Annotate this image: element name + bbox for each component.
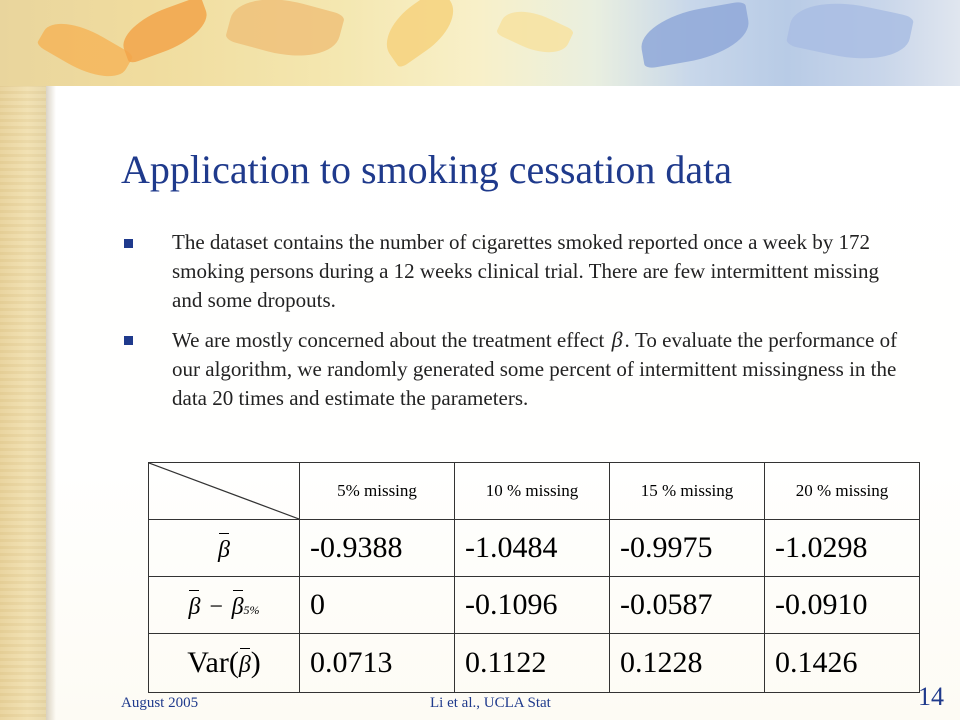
leaf-decoration <box>224 0 346 69</box>
bullet-text-after: . To evaluate the performance of our alg… <box>172 328 898 410</box>
table-row: β -0.9388 -1.0484 -0.9975 -1.0298 <box>148 519 920 577</box>
table-cell: -1.0484 <box>454 519 610 577</box>
table-cell: 0.1122 <box>454 633 610 693</box>
table-row: β − β5% 0 -0.1096 -0.0587 -0.0910 <box>148 576 920 634</box>
leaf-decoration <box>36 10 134 86</box>
column-header: 20 % missing <box>764 462 920 520</box>
bullet-item: The dataset contains the number of cigar… <box>120 228 910 315</box>
leaf-decoration <box>495 0 575 64</box>
results-table: 5% missing 10 % missing 15 % missing 20 … <box>148 462 920 693</box>
footer-date: August 2005 <box>121 695 199 711</box>
beta-bar-symbol: β <box>218 533 230 563</box>
bullet-item: We are mostly concerned about the treatm… <box>120 325 910 413</box>
table-cell: -0.0910 <box>764 576 920 634</box>
column-header: 15 % missing <box>609 462 765 520</box>
decorative-leaf-banner <box>0 0 960 86</box>
slide-title: Application to smoking cessation data <box>121 147 732 192</box>
table-cell: -0.9388 <box>299 519 455 577</box>
leaf-decoration <box>636 0 754 70</box>
table-cell: 0 <box>299 576 455 634</box>
table-corner-cell <box>148 462 300 520</box>
var-suffix: ) <box>250 646 261 679</box>
diagonal-line-icon <box>149 463 299 519</box>
table-row: Var(β) 0.0713 0.1122 0.1228 0.1426 <box>148 633 920 693</box>
table-cell: -0.9975 <box>609 519 765 577</box>
leaf-decoration <box>115 0 215 65</box>
slide-number: 14 <box>918 682 944 711</box>
table-cell: -1.0298 <box>764 519 920 577</box>
bullet-list: The dataset contains the number of cigar… <box>120 228 910 423</box>
table-cell: -0.1096 <box>454 576 610 634</box>
table-cell: 0.1228 <box>609 633 765 693</box>
bullet-text-before: We are mostly concerned about the treatm… <box>172 328 610 352</box>
minus-sign: − <box>207 594 225 620</box>
row-label-beta-bar: β <box>148 519 300 577</box>
column-header: 10 % missing <box>454 462 610 520</box>
beta-bar-symbol: β <box>238 648 251 678</box>
table-cell: 0.1426 <box>764 633 920 693</box>
table-cell: 0.0713 <box>299 633 455 693</box>
var-prefix: Var( <box>187 646 239 679</box>
row-label-variance: Var(β) <box>148 633 300 693</box>
column-header: 5% missing <box>299 462 455 520</box>
beta-bar-symbol: β <box>231 590 244 620</box>
beta-bar-symbol: β <box>188 590 201 620</box>
square-bullet-icon <box>124 336 133 345</box>
table-header-row: 5% missing 10 % missing 15 % missing 20 … <box>148 462 920 520</box>
leaf-decoration <box>374 0 466 69</box>
row-label-beta-difference: β − β5% <box>148 576 300 634</box>
beta-symbol: β <box>611 327 623 352</box>
left-parchment-strip <box>0 0 46 720</box>
table-cell: -0.0587 <box>609 576 765 634</box>
footer-citation: Li et al., UCLA Stat <box>430 695 551 711</box>
slide-panel-shadow <box>46 86 56 720</box>
subscript-5-percent: 5% <box>243 603 260 617</box>
leaf-decoration <box>785 0 915 70</box>
bullet-text: The dataset contains the number of cigar… <box>172 230 880 312</box>
square-bullet-icon <box>124 239 133 248</box>
